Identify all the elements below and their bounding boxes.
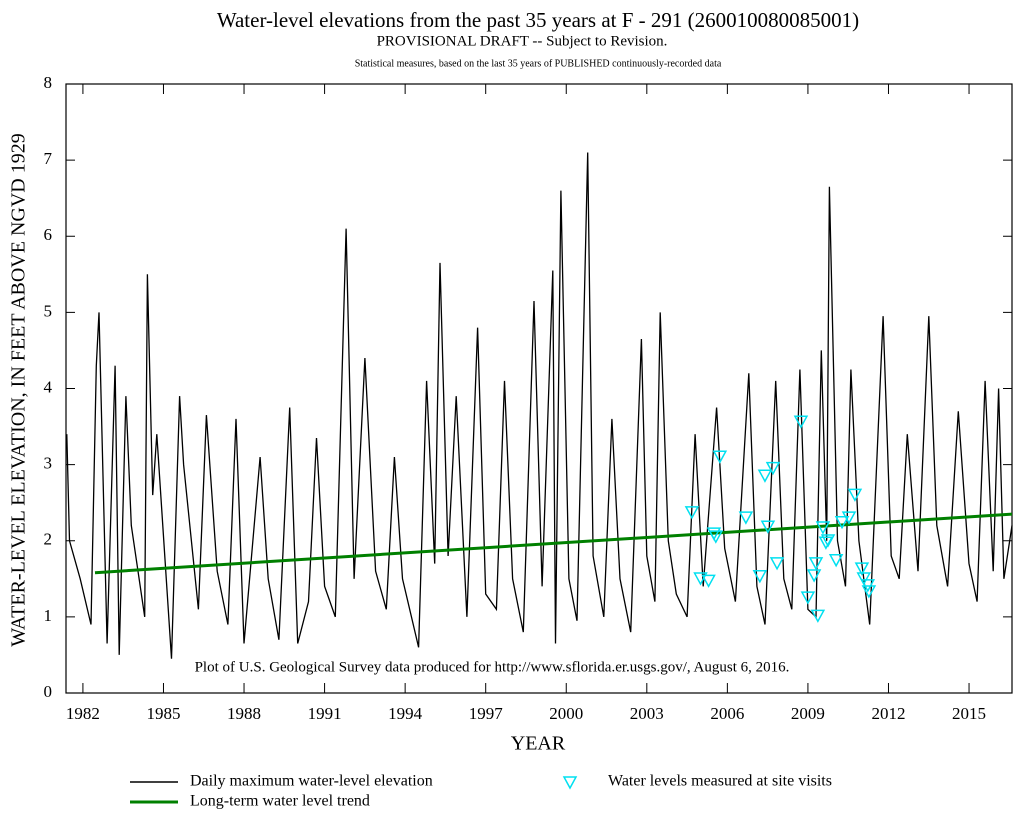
site-visit-marker — [684, 506, 700, 520]
site-visit-marker — [738, 511, 754, 525]
site-visit-marker — [800, 591, 816, 605]
x-tick-label: 1985 — [146, 704, 180, 723]
x-tick-label: 1994 — [388, 704, 423, 723]
site-visit-marker — [765, 461, 781, 476]
x-tick-label: 2003 — [630, 704, 664, 723]
site-visit-marker — [818, 536, 834, 550]
y-tick-label: 8 — [44, 73, 53, 92]
site-visit-marker — [806, 569, 822, 583]
daily-line — [66, 152, 1013, 659]
legend-marker — [562, 776, 578, 790]
y-tick-label: 2 — [44, 530, 53, 549]
x-tick-label: 2006 — [710, 704, 744, 723]
site-visit-marker — [760, 520, 776, 534]
x-axis-label: YEAR — [511, 733, 566, 755]
annotation: Plot of U.S. Geological Survey data prod… — [195, 659, 790, 675]
site-visit-marker — [828, 554, 844, 568]
x-tick-label: 1991 — [308, 704, 342, 723]
x-tick-label: 2012 — [871, 704, 905, 723]
site-visit-marker — [701, 574, 716, 588]
site-visit-marker — [856, 572, 872, 586]
legend-label: Long-term water level trend — [190, 793, 370, 810]
x-tick-label: 2015 — [952, 704, 986, 723]
legend-label: Water levels measured at site visits — [608, 773, 832, 790]
y-tick-label: 5 — [44, 301, 53, 320]
y-tick-label: 6 — [44, 225, 53, 244]
chart-subtitle-2: Statistical measures, based on the last … — [355, 58, 722, 69]
x-tick-label: 1988 — [227, 704, 261, 723]
site-visit-marker — [834, 515, 850, 530]
chart-title: Water-level elevations from the past 35 … — [217, 8, 859, 32]
site-visit-marker — [712, 450, 728, 464]
site-visit-marker — [808, 557, 824, 571]
site-visit-marker — [757, 469, 773, 483]
y-tick-label: 3 — [44, 454, 53, 473]
site-visit-marker — [847, 488, 863, 502]
site-visit-marker — [752, 570, 768, 584]
site-visit-marker — [793, 415, 809, 429]
site-visit-marker — [841, 511, 857, 525]
site-visit-marker — [820, 534, 836, 548]
y-tick-label: 1 — [44, 606, 53, 625]
x-tick-label: 1982 — [66, 704, 100, 723]
site-visit-marker — [854, 562, 870, 576]
trend-line — [94, 512, 1013, 575]
site-visit-marker — [769, 557, 785, 571]
site-visit-marker — [810, 609, 826, 623]
x-tick-label: 2009 — [791, 704, 825, 723]
y-tick-label: 7 — [44, 149, 53, 168]
chart-subtitle: PROVISIONAL DRAFT -- Subject to Revision… — [377, 33, 668, 49]
site-visit-marker — [708, 530, 724, 544]
x-tick-label: 1997 — [469, 704, 504, 723]
y-tick-label: 0 — [44, 682, 53, 701]
site-visit-marker — [815, 521, 831, 535]
x-tick-label: 2000 — [549, 704, 583, 723]
y-tick-label: 4 — [44, 377, 53, 396]
y-axis-label: WATER-LEVEL ELEVATION, IN FEET ABOVE NGV… — [8, 133, 30, 646]
site-visit-marker — [861, 585, 877, 599]
legend-label: Daily maximum water-level elevation — [190, 773, 433, 790]
